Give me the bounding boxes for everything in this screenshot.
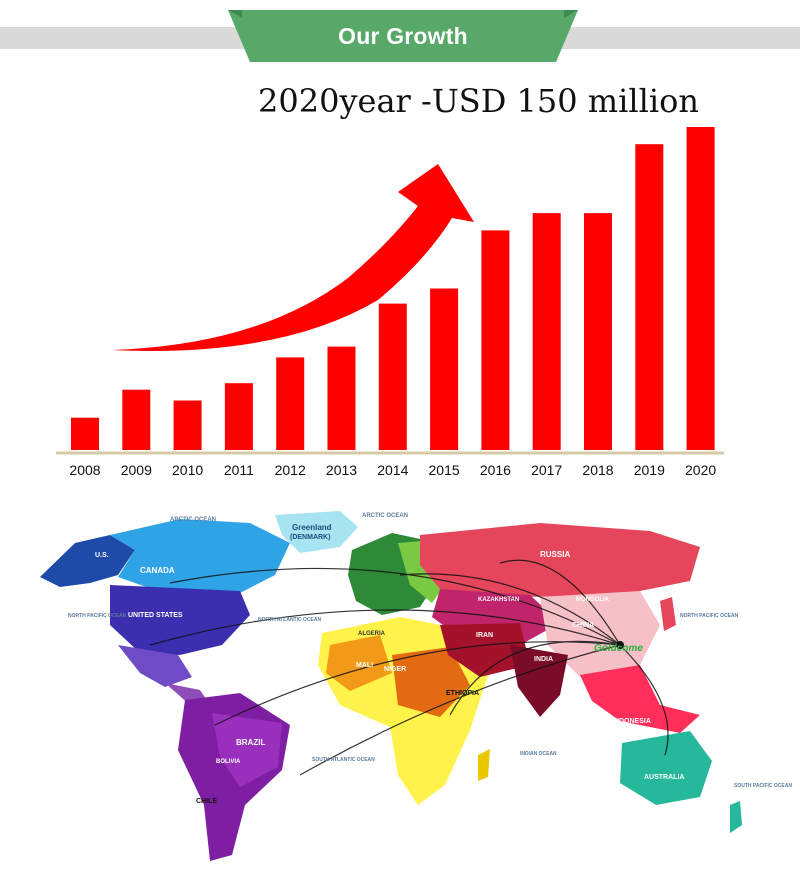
bar-2011: [224, 383, 253, 450]
label-chile: CHILE: [196, 798, 217, 805]
map-usa: [110, 585, 250, 655]
bar-2015: [430, 288, 459, 450]
page-title: Our Growth: [338, 23, 468, 49]
label-north-pacific-left: NORTH PACIFIC OCEAN: [68, 613, 127, 619]
growth-bar-chart: 2008 2009 2010 2011 2012 2013 2014 2015 2016 2017…: [56, 127, 724, 478]
bar-2017: [532, 213, 561, 450]
map-india: [510, 645, 568, 717]
label-greenland: Greenland: [292, 523, 332, 532]
label-brand: Goldcome: [594, 643, 643, 654]
label-iran: IRAN: [476, 632, 493, 639]
label-south-pacific: SOUTH PACIFIC OCEAN: [734, 783, 792, 789]
label-denmark: (DENMARK): [290, 534, 330, 541]
label-south-atlantic: SOUTH ATLANTIC OCEAN: [312, 757, 375, 763]
map-new-zealand: [730, 801, 742, 833]
label-north-pacific-right: NORTH PACIFIC OCEAN: [680, 613, 739, 619]
label-china: CHINA: [572, 622, 594, 629]
label-canada: CANADA: [140, 566, 175, 575]
label-australia: AUSTRALIA: [644, 774, 684, 781]
label-brazil: BRAZIL: [236, 738, 265, 747]
map-brazil: [212, 713, 282, 787]
tick-label-2009: 2009: [121, 462, 152, 478]
label-russia: RUSSIA: [540, 550, 570, 559]
label-ethiopia: ETHIOPIA: [446, 690, 479, 697]
map-southeast-asia: [580, 665, 700, 733]
map-australia: [620, 731, 712, 805]
label-arctic-ocean-right: ARCTIC OCEAN: [362, 513, 408, 519]
tick-label-2008: 2008: [69, 462, 100, 478]
tick-label-2020: 2020: [685, 462, 716, 478]
bar-2010: [173, 400, 202, 450]
map-russia: [420, 523, 700, 597]
tick-label-2010: 2010: [172, 462, 203, 478]
world-map: ARCTIC OCEAN ARCTIC OCEAN Greenland (DEN…: [40, 511, 792, 861]
bar-2016: [481, 230, 510, 450]
bar-2014: [378, 303, 407, 450]
map-alaska: [40, 535, 135, 587]
map-middle-east: [440, 623, 530, 677]
tick-label-2014: 2014: [377, 462, 408, 478]
label-united-states: UNITED STATES: [128, 612, 183, 619]
map-japan: [660, 597, 676, 631]
bar-2019: [635, 144, 664, 450]
bar-2008: [71, 417, 99, 450]
bar-2013: [327, 346, 356, 450]
label-bolivia: BOLIVIA: [216, 759, 241, 765]
headline: 2020year -USD 150 million: [258, 82, 699, 120]
bar-2009: [122, 389, 151, 450]
label-indian-ocean: INDIAN OCEAN: [520, 751, 557, 757]
map-canada: [110, 519, 290, 597]
bar-2020: [686, 127, 715, 450]
label-indonesia: INDONESIA: [612, 718, 651, 725]
map-mexico: [118, 645, 192, 687]
map-africa-central: [392, 647, 470, 717]
export-routes: [149, 559, 669, 776]
tick-label-2017: 2017: [531, 462, 562, 478]
label-arctic-ocean-left: ARCTIC OCEAN: [170, 517, 216, 523]
hub-marker: [616, 641, 624, 649]
tick-label-2011: 2011: [224, 462, 254, 478]
header-ribbon: [228, 10, 578, 62]
tick-label-2018: 2018: [582, 462, 613, 478]
tick-label-2015: 2015: [429, 462, 460, 478]
label-mali: MALI: [356, 662, 373, 669]
label-us: U.S.: [95, 552, 109, 559]
label-kazakhstan: KAZAKHSTAN: [478, 597, 519, 603]
map-greenland: [275, 511, 358, 553]
tick-label-2019: 2019: [634, 462, 665, 478]
tick-label-2016: 2016: [480, 462, 511, 478]
label-north-atlantic: NORTH ATLANTIC OCEAN: [258, 617, 321, 623]
label-algeria: ALGERIA: [358, 631, 386, 637]
bar-2012: [276, 357, 305, 450]
label-india: INDIA: [534, 656, 553, 663]
map-madagascar: [478, 749, 490, 781]
tick-label-2012: 2012: [275, 462, 306, 478]
map-africa-west: [326, 635, 392, 691]
trend-arrow: [112, 164, 474, 351]
label-mongolia: MONGOLIA: [576, 597, 610, 603]
label-niger: NIGER: [384, 666, 406, 673]
tick-label-2013: 2013: [326, 462, 357, 478]
bar-2018: [584, 213, 612, 450]
